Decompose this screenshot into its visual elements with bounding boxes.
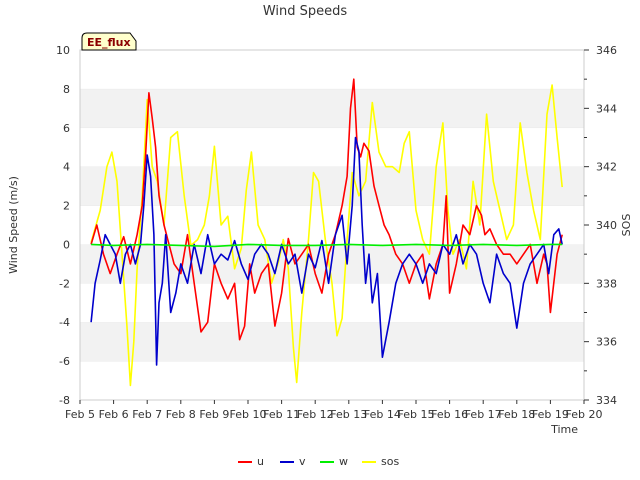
series-line-v <box>90 136 563 366</box>
x-tick-label-13: Feb 18 <box>498 408 535 421</box>
x-tick-label-8: Feb 13 <box>330 408 367 421</box>
badge-shape <box>81 32 137 51</box>
band-0 <box>80 361 584 400</box>
y2-tick-label-5: 344 <box>596 102 617 115</box>
y-tick-label-7: 6 <box>63 122 70 135</box>
band-8 <box>80 50 584 89</box>
y2-tick-label-1: 336 <box>596 336 617 349</box>
band-6 <box>80 127 584 167</box>
y-tick-label-5: 2 <box>63 200 70 213</box>
y-tick-label-3: -2 <box>59 277 70 290</box>
y-tick-label-0: -8 <box>59 394 70 407</box>
x-tick-label-9: Feb 14 <box>364 408 401 421</box>
y2-tick-label-4: 342 <box>596 161 617 174</box>
y-tick-label-9: 10 <box>56 44 70 57</box>
y2-tick-label-6: 346 <box>596 44 617 57</box>
x-tick-label-7: Feb 12 <box>297 408 334 421</box>
y-axis-title: Wind Speed (m/s) <box>7 176 20 274</box>
band-4 <box>80 205 584 245</box>
series-lines <box>90 78 563 387</box>
x-tick-label-10: Feb 15 <box>398 408 435 421</box>
y2-axis-title: SOS <box>620 214 633 237</box>
x-tick-label-14: Feb 19 <box>532 408 569 421</box>
badge-label: EE_flux <box>87 36 131 49</box>
station-badge: EE_flux <box>81 32 137 51</box>
y-axis-right: 334 336 338 340 342 344 346 <box>584 44 617 407</box>
y-axis-left: -8 -6 -4 -2 0 2 4 6 8 10 <box>56 44 70 407</box>
y-tick-label-4: 0 <box>63 238 70 251</box>
y2-tick-label-3: 340 <box>596 219 617 232</box>
y-tick-label-8: 8 <box>63 83 70 96</box>
x-tick-label-2: Feb 7 <box>132 408 162 421</box>
x-tick-label-5: Feb 10 <box>230 408 267 421</box>
x-tick-label-11: Feb 16 <box>431 408 468 421</box>
y-tick-label-1: -6 <box>59 355 70 368</box>
y-tick-label-2: -4 <box>59 316 70 329</box>
x-tick-label-15: Feb 20 <box>566 408 603 421</box>
y2-tick-label-2: 338 <box>596 277 617 290</box>
x-tick-label-4: Feb 9 <box>199 408 229 421</box>
legend-label-v: v <box>299 455 306 468</box>
x-tick-label-0: Feb 5 <box>65 408 95 421</box>
x-tick-label-6: Feb 11 <box>263 408 300 421</box>
y2-tick-label-0: 334 <box>596 394 617 407</box>
band-7 <box>80 88 584 128</box>
series-line-w <box>91 243 563 248</box>
band-5 <box>80 166 584 206</box>
x-axis-title: Time <box>550 423 578 436</box>
legend-label-sos: sos <box>381 455 399 468</box>
legend-label-u: u <box>257 455 264 468</box>
legend-label-w: w <box>339 455 348 468</box>
legend: u v w sos <box>238 455 399 468</box>
x-tick-label-12: Feb 17 <box>465 408 502 421</box>
band-1 <box>80 322 584 362</box>
chart-title: Wind Speeds <box>263 4 348 19</box>
x-tick-label-3: Feb 8 <box>166 408 196 421</box>
x-tick-label-1: Feb 6 <box>99 408 129 421</box>
y-tick-label-6: 4 <box>63 161 70 174</box>
